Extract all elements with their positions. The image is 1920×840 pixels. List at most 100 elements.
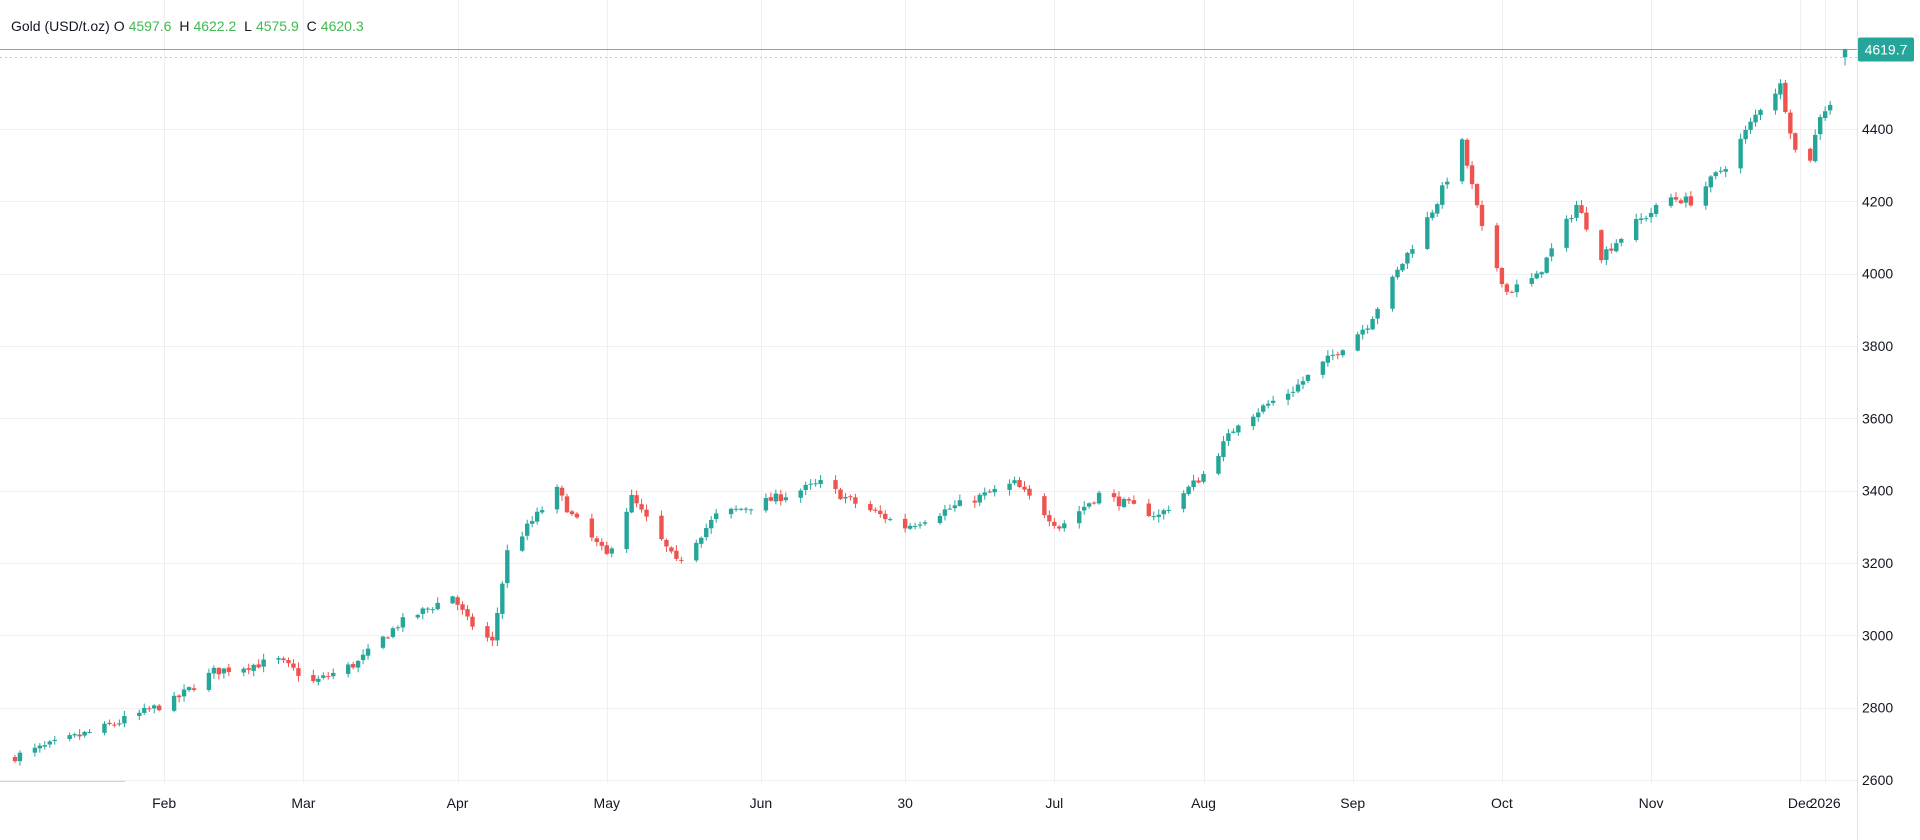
legend-symbol: Gold (USD/t.oz) <box>11 18 110 34</box>
candle-up <box>321 675 326 678</box>
x-tick-label: Oct <box>1491 795 1513 811</box>
candle-up <box>1156 514 1161 517</box>
candle-up <box>1574 204 1579 218</box>
candle-up <box>137 712 142 716</box>
candle-up <box>1564 218 1569 248</box>
candle-down <box>1091 502 1097 504</box>
candle-down <box>1335 354 1341 356</box>
candle-down <box>664 539 669 547</box>
candle-up <box>1265 403 1271 406</box>
candle-down <box>1579 205 1584 213</box>
candle-up <box>82 731 87 736</box>
candle-up <box>276 658 281 660</box>
candle-up <box>1290 391 1296 393</box>
candle-down <box>1479 204 1485 226</box>
candle-up <box>1320 361 1326 375</box>
candle-down <box>1146 503 1152 516</box>
candle-down <box>853 497 858 504</box>
candle-up <box>798 490 803 498</box>
candle-up <box>1708 176 1713 188</box>
candle-up <box>1330 354 1336 356</box>
candle-down <box>599 541 604 546</box>
candle-up <box>922 522 928 524</box>
candle-up <box>32 747 38 753</box>
candle-up <box>1430 212 1435 218</box>
candle-up <box>72 734 77 736</box>
candle-down <box>1464 139 1470 166</box>
candle-up <box>1081 506 1087 511</box>
candle-up <box>1295 384 1301 392</box>
candle-down <box>147 708 152 710</box>
legend-close-label: C <box>306 18 317 34</box>
candle-up <box>505 550 510 584</box>
candle-up <box>102 723 107 733</box>
candle-up <box>1012 480 1017 484</box>
legend-low-label: L <box>244 18 252 34</box>
candle-up <box>122 715 127 724</box>
candle-up <box>1395 269 1400 278</box>
x-tick-label: 30 <box>897 795 913 811</box>
candle-up <box>1400 263 1405 271</box>
candle-down <box>1111 493 1117 498</box>
candle-down <box>1022 486 1027 490</box>
candle-up <box>1827 104 1833 111</box>
candle-up <box>1738 138 1743 169</box>
candle-down <box>176 695 182 698</box>
candle-up <box>1370 318 1375 330</box>
candle-up <box>738 508 744 510</box>
candle-down <box>589 518 595 538</box>
candle-down <box>490 636 495 641</box>
y-tick-label: 3000 <box>1862 627 1893 643</box>
candle-up <box>211 667 217 674</box>
candle-up <box>1261 405 1266 412</box>
candle-up <box>1305 374 1311 381</box>
candle-down <box>291 663 296 668</box>
candle-down <box>1609 248 1614 251</box>
candle-up <box>1340 350 1345 356</box>
candle-up <box>1151 516 1157 518</box>
y-tick-label: 3800 <box>1862 338 1893 354</box>
x-tick-label: Dec <box>1788 795 1813 811</box>
candle-down <box>674 550 679 559</box>
candle-down <box>868 503 873 511</box>
candle-up <box>1817 117 1823 135</box>
candle-down <box>296 668 301 676</box>
candle-up <box>435 602 440 610</box>
candle-down <box>385 637 391 639</box>
candle-up <box>1653 205 1659 214</box>
candle-up <box>181 689 187 697</box>
candle-down <box>594 538 600 543</box>
candle-up <box>1544 257 1549 273</box>
candle-up <box>241 668 246 673</box>
candle-up <box>355 660 361 668</box>
candle-up <box>1638 218 1644 221</box>
candle-down <box>1584 212 1589 230</box>
candle-down <box>987 491 992 493</box>
candle-down <box>156 705 162 711</box>
candle-up <box>554 486 560 510</box>
candle-up <box>1758 110 1763 115</box>
candle-up <box>733 508 739 510</box>
candle-up <box>1778 83 1783 95</box>
candle-up <box>17 752 23 762</box>
candle-down <box>679 559 684 561</box>
ohlc-legend: Gold (USD/t.oz) O 4597.6 H 4622.2 L 4575.9 … <box>11 18 368 34</box>
candle-up <box>818 480 823 485</box>
candle-down <box>191 688 197 690</box>
candle-up <box>982 492 987 496</box>
candle-up <box>1300 381 1306 385</box>
candle-down <box>77 734 82 737</box>
candle-up <box>1226 433 1231 441</box>
candle-up <box>957 500 963 506</box>
candle-up <box>1842 49 1848 58</box>
candle-up <box>186 687 192 691</box>
candle-up <box>495 613 500 641</box>
candle-up <box>221 668 227 674</box>
candle-down <box>1131 500 1137 504</box>
candle-down <box>311 675 316 682</box>
candle-up <box>52 739 57 742</box>
candle-down <box>604 545 609 554</box>
x-tick-label: Jun <box>750 795 773 811</box>
